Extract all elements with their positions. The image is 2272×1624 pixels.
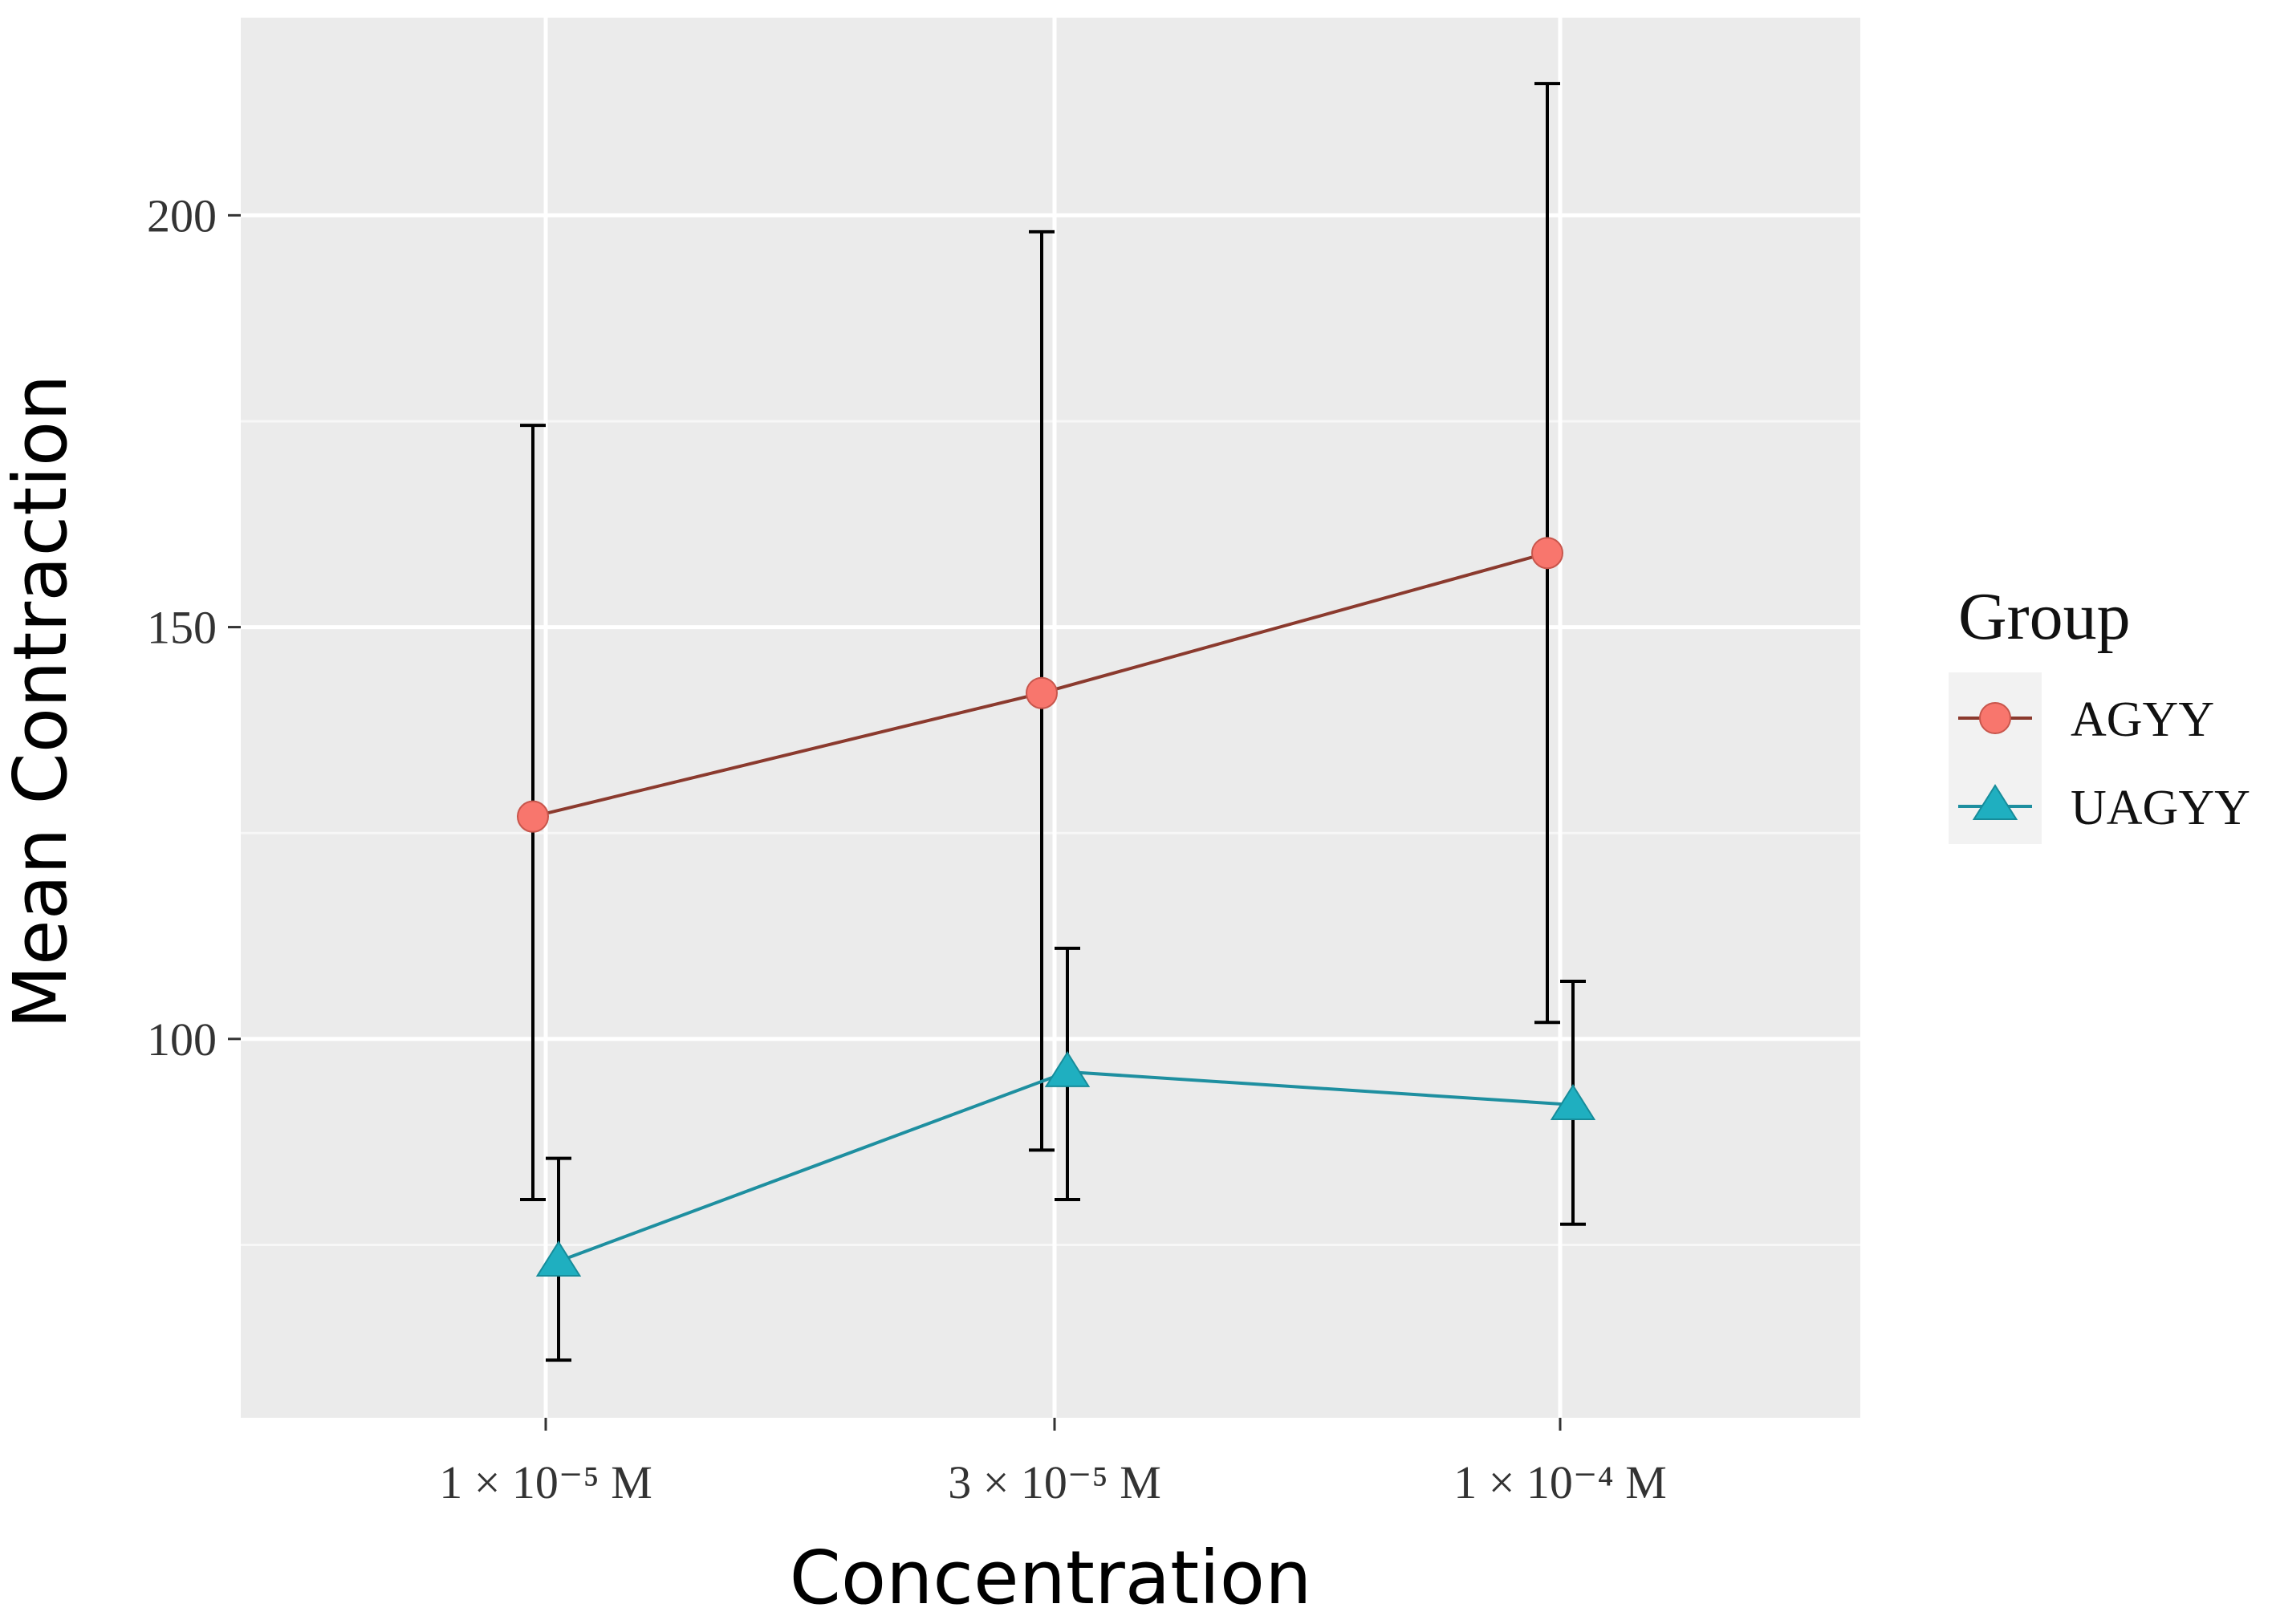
data-point-circle [517,800,549,833]
series-agyy [517,82,1563,1201]
legend-item-agyy: AGYY [1958,692,2214,747]
x-axis-title: Concentration [790,1535,1312,1621]
legend-key-triangle [1972,784,2018,820]
x-tick-label: 3 × 10⁻⁵ M [948,1456,1161,1508]
series-uagyy [535,946,1596,1362]
legend-title: Group [1958,579,2131,654]
legend: Group AGYY UAGYY [1949,579,2250,844]
x-tick-label: 1 × 10⁻⁵ M [439,1456,652,1508]
plot-panel [241,18,1860,1418]
data-point-triangle [1550,1084,1596,1120]
y-axis-title: Mean Contraction [0,375,83,1029]
legend-item-uagyy: UAGYY [1958,781,2250,835]
data-point-circle [1531,537,1563,570]
legend-label-uagyy: UAGYY [2071,781,2250,835]
legend-key-circle [1979,702,2011,734]
axes [228,213,1562,1431]
data-point-circle [1026,676,1058,709]
y-tick-label: 150 [147,602,217,654]
grid-lines [241,18,1860,1418]
legend-label-agyy: AGYY [2071,692,2214,747]
series-layer [517,82,1596,1362]
y-tick-label: 200 [147,189,217,242]
data-point-triangle [1044,1051,1091,1087]
data-point-triangle [535,1240,582,1277]
axis-labels: 100 150 200 1 × 10⁻⁵ M 3 × 10⁻⁵ M 1 × 10⁻⁴ M C… [0,189,1667,1621]
x-tick-label: 1 × 10⁻⁴ M [1453,1456,1667,1508]
y-tick-label: 100 [147,1013,217,1066]
